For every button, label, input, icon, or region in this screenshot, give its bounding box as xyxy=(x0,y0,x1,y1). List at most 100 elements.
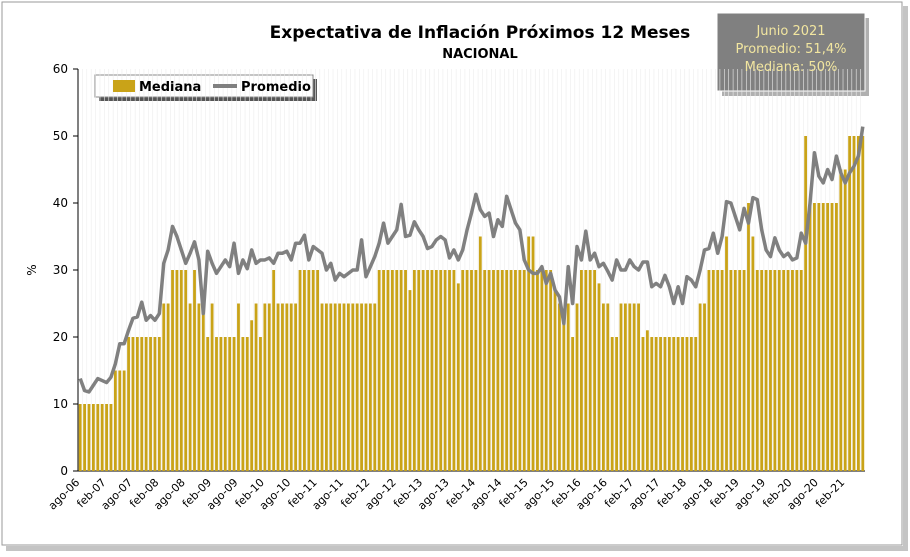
bar xyxy=(272,270,276,471)
bar xyxy=(645,330,649,471)
bar xyxy=(78,404,82,471)
bar xyxy=(245,337,249,471)
bar xyxy=(799,270,803,471)
bar xyxy=(87,404,91,471)
bar xyxy=(760,270,764,471)
bar xyxy=(320,303,324,471)
y-tick-label: 10 xyxy=(53,397,68,411)
bar xyxy=(276,303,280,471)
bar xyxy=(395,270,399,471)
bar xyxy=(149,337,152,471)
bar xyxy=(514,270,517,471)
info-text: Mediana: 50% xyxy=(745,60,838,75)
bar xyxy=(672,337,676,471)
bar xyxy=(360,303,363,471)
bar xyxy=(448,270,451,471)
bar xyxy=(751,236,755,471)
bar xyxy=(659,337,662,471)
bar xyxy=(426,270,429,471)
bar xyxy=(162,303,166,471)
bar xyxy=(175,270,179,471)
legend-swatch xyxy=(113,80,135,92)
bar xyxy=(197,303,201,471)
bar xyxy=(601,303,605,471)
bar xyxy=(109,404,113,471)
bar xyxy=(694,337,698,471)
bar xyxy=(641,337,645,471)
bar xyxy=(386,270,390,471)
bar xyxy=(263,303,267,471)
bar xyxy=(390,270,394,471)
bar xyxy=(452,270,456,471)
bar xyxy=(742,270,746,471)
bar xyxy=(848,136,852,471)
bar xyxy=(232,337,236,471)
bar xyxy=(720,270,724,471)
bar xyxy=(461,270,465,471)
bar xyxy=(527,236,531,471)
bar xyxy=(505,270,509,471)
bar xyxy=(417,270,421,471)
bar xyxy=(316,270,320,471)
frame-shadow xyxy=(6,546,904,551)
bar xyxy=(188,303,192,471)
bar xyxy=(562,320,566,471)
bar xyxy=(856,136,860,471)
bar xyxy=(492,270,495,471)
bar xyxy=(707,270,711,471)
bar xyxy=(325,303,328,471)
bar xyxy=(153,337,157,471)
bar xyxy=(861,136,865,471)
bar xyxy=(725,236,728,471)
bar xyxy=(826,203,830,471)
bar xyxy=(566,303,570,471)
legend-label: Promedio xyxy=(241,80,311,95)
bar xyxy=(355,303,359,471)
bar xyxy=(206,337,210,471)
bar xyxy=(500,270,504,471)
chart-title: Expectativa de Inflación Próximos 12 Mes… xyxy=(270,23,691,43)
bar xyxy=(171,270,174,471)
bar xyxy=(443,270,447,471)
bar xyxy=(364,303,368,471)
bar xyxy=(298,270,302,471)
bar xyxy=(285,303,289,471)
bar xyxy=(259,337,262,471)
bar xyxy=(215,337,218,471)
bar xyxy=(509,270,513,471)
bar xyxy=(685,337,689,471)
bar xyxy=(610,337,614,471)
bar xyxy=(329,303,333,471)
bar xyxy=(368,303,372,471)
bar xyxy=(654,337,658,471)
y-tick-label: 60 xyxy=(53,62,68,76)
bar xyxy=(100,404,104,471)
bar xyxy=(377,270,381,471)
bar xyxy=(549,270,553,471)
bar xyxy=(404,270,407,471)
bar xyxy=(839,169,843,471)
bar xyxy=(351,303,355,471)
bar xyxy=(540,270,544,471)
bar xyxy=(83,404,87,471)
bar xyxy=(588,270,592,471)
bar xyxy=(531,236,535,471)
bar xyxy=(738,270,742,471)
bar xyxy=(140,337,144,471)
bar xyxy=(342,303,346,471)
bar xyxy=(593,270,597,471)
chart-subtitle: NACIONAL xyxy=(442,47,518,62)
bar xyxy=(536,270,539,471)
frame-shadow xyxy=(903,6,908,551)
bar xyxy=(338,303,342,471)
legend-label: Mediana xyxy=(139,80,201,95)
bar xyxy=(122,370,126,471)
bar xyxy=(698,303,702,471)
bar xyxy=(852,136,856,471)
y-axis-label: % xyxy=(25,264,39,275)
bar xyxy=(311,270,315,471)
y-tick-label: 40 xyxy=(53,196,68,210)
bar xyxy=(667,337,671,471)
bar xyxy=(558,303,561,471)
